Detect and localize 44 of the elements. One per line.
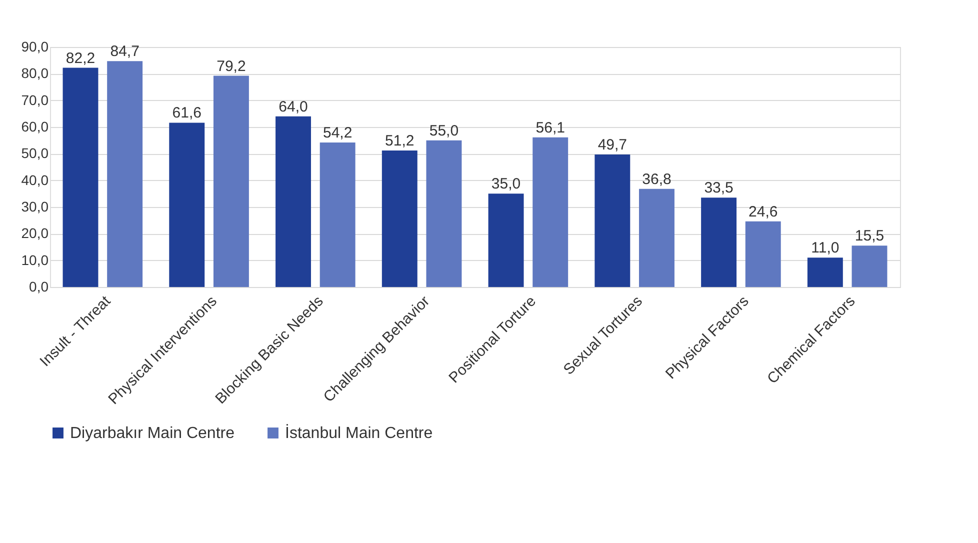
bar xyxy=(426,140,462,287)
data-label: 35,0 xyxy=(491,176,521,193)
data-label: 33,5 xyxy=(704,180,734,197)
bar xyxy=(852,246,888,287)
bar xyxy=(107,61,143,287)
y-tick-label: 10,0 xyxy=(21,252,49,268)
y-tick-label: 80,0 xyxy=(21,65,49,82)
data-label: 64,0 xyxy=(278,98,308,116)
data-label: 82,2 xyxy=(66,50,96,67)
data-label: 84,7 xyxy=(110,43,140,60)
bar xyxy=(213,76,249,287)
data-label: 61,6 xyxy=(172,104,202,122)
y-tick-label: 50,0 xyxy=(21,145,49,162)
y-tick-label: 0,0 xyxy=(29,278,49,294)
y-tick-label: 40,0 xyxy=(21,172,49,188)
data-label: 49,7 xyxy=(598,136,628,154)
bar xyxy=(701,198,737,287)
bar xyxy=(488,194,524,287)
data-label: 56,1 xyxy=(536,119,565,136)
y-tick-label: 20,0 xyxy=(21,225,49,242)
bar xyxy=(532,137,568,287)
data-label: 54,2 xyxy=(322,124,352,142)
bar xyxy=(320,142,356,287)
y-tick-label: 90,0 xyxy=(21,38,49,54)
bar xyxy=(62,68,98,287)
bar xyxy=(807,258,843,287)
bar xyxy=(276,116,311,287)
data-label: 15,5 xyxy=(854,228,884,245)
data-label: 36,8 xyxy=(642,170,672,188)
data-label: 11,0 xyxy=(811,240,840,257)
data-label: 51,2 xyxy=(385,132,414,150)
bar xyxy=(382,150,418,287)
data-label: 55,0 xyxy=(429,122,459,140)
legend-label: Diyarbakır Main Centre xyxy=(70,425,235,442)
y-tick-label: 60,0 xyxy=(21,118,49,134)
y-tick-label: 70,0 xyxy=(21,92,49,108)
data-label: 79,2 xyxy=(216,58,246,75)
legend-label: İstanbul Main Centre xyxy=(285,424,433,442)
bar xyxy=(745,221,781,287)
bar xyxy=(639,188,674,287)
y-tick-label: 30,0 xyxy=(21,198,49,214)
bar xyxy=(169,122,205,287)
data-label: 24,6 xyxy=(748,203,778,220)
bar xyxy=(594,154,630,287)
